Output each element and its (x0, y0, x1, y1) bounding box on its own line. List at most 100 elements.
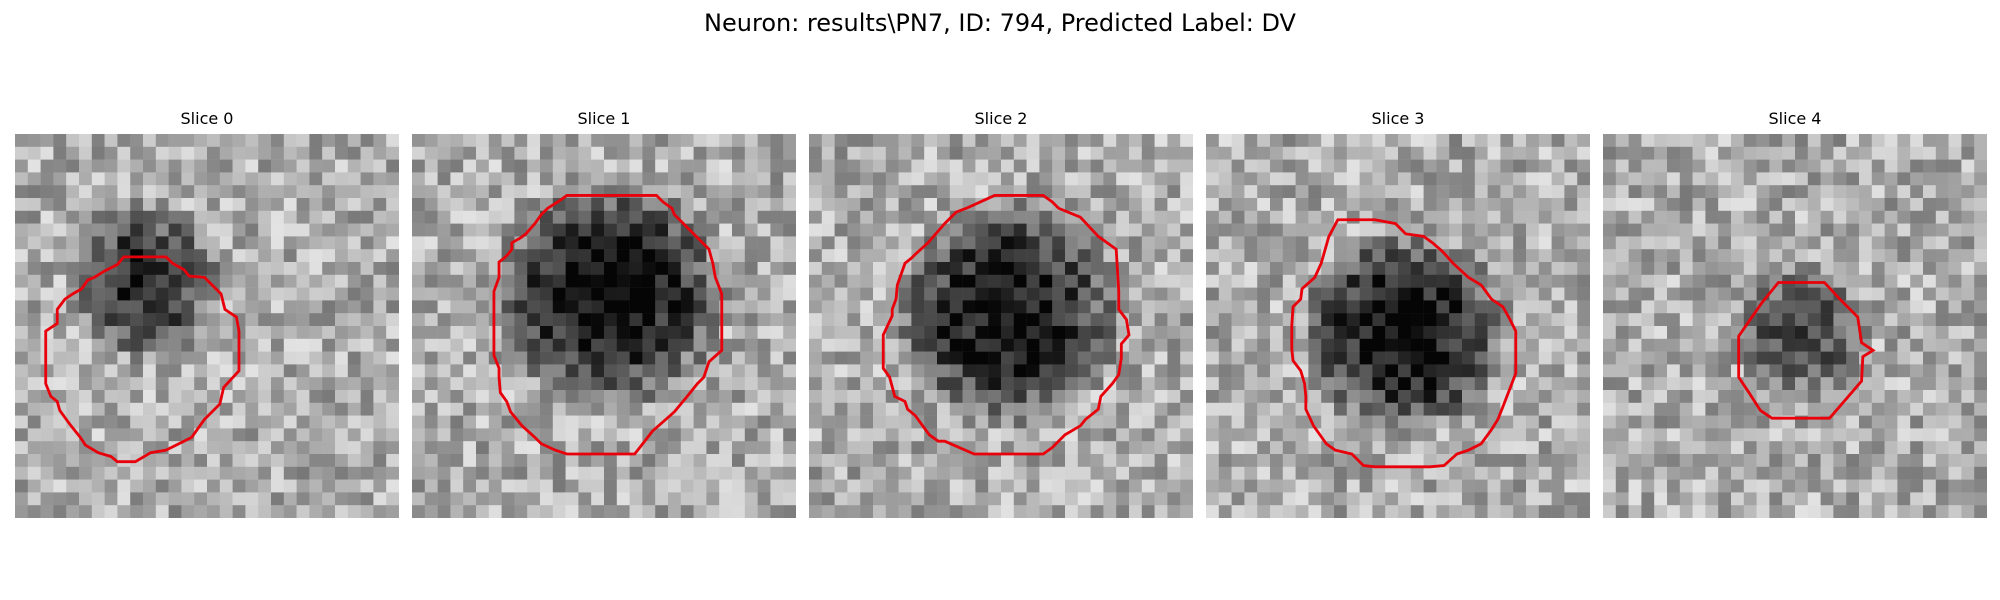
pixel (1897, 492, 1911, 506)
pixel (540, 351, 554, 365)
pixel (1065, 364, 1079, 378)
pixel (1718, 441, 1732, 455)
pixel (476, 134, 490, 148)
pixel (668, 249, 682, 263)
pixel (1923, 300, 1937, 314)
pixel (1859, 454, 1873, 468)
pixel (578, 338, 592, 352)
pixel (1218, 415, 1232, 429)
pixel (335, 338, 349, 352)
pixel (616, 441, 630, 455)
pixel (360, 415, 374, 429)
pixel (1603, 492, 1617, 506)
pixel (347, 300, 361, 314)
pixel (27, 185, 41, 199)
pixel (1026, 134, 1040, 148)
pixel (527, 287, 541, 301)
pixel (1423, 390, 1437, 404)
pixel (732, 364, 746, 378)
pixel (1359, 300, 1373, 314)
pixel (91, 326, 105, 340)
pixel (424, 505, 438, 518)
pixel (1372, 364, 1386, 378)
pixel (1846, 146, 1860, 160)
pixel (847, 146, 861, 160)
pixel (245, 249, 259, 263)
pixel (1321, 159, 1335, 173)
pixel (1705, 377, 1719, 391)
pixel (821, 351, 835, 365)
pixel (1718, 300, 1732, 314)
pixel (1628, 377, 1642, 391)
pixel (1551, 505, 1565, 518)
pixel (591, 466, 605, 480)
pixel (1538, 466, 1552, 480)
pixel (1090, 313, 1104, 327)
pixel (386, 313, 399, 327)
pixel (1346, 402, 1360, 416)
pixel (66, 210, 80, 224)
pixel (117, 300, 131, 314)
pixel (283, 159, 297, 173)
pixel (719, 159, 733, 173)
pixel (1731, 505, 1745, 518)
pixel (283, 441, 297, 455)
pixel (552, 364, 566, 378)
pixel (975, 249, 989, 263)
pixel (1551, 441, 1565, 455)
pixel (1385, 287, 1399, 301)
pixel (578, 492, 592, 506)
pixel (1334, 454, 1348, 468)
pixel (15, 262, 29, 276)
pixel (1603, 210, 1617, 224)
pixel (1321, 262, 1335, 276)
pixel (1487, 454, 1501, 468)
pixel (360, 159, 374, 173)
pixel (1641, 326, 1655, 340)
pixel (1065, 351, 1079, 365)
pixel (1218, 159, 1232, 173)
pixel (1577, 415, 1590, 429)
pixel (91, 402, 105, 416)
pixel (1564, 326, 1578, 340)
pixel (104, 287, 118, 301)
pixel (1500, 479, 1514, 493)
pixel (1679, 236, 1693, 250)
pixel (1090, 236, 1104, 250)
pixel (1129, 236, 1143, 250)
pixel (1564, 402, 1578, 416)
pixel (476, 390, 490, 404)
pixel (412, 159, 426, 173)
pixel (552, 134, 566, 148)
pixel (834, 146, 848, 160)
pixel (680, 300, 694, 314)
pixel (1321, 287, 1335, 301)
pixel (1731, 390, 1745, 404)
pixel (1756, 262, 1770, 276)
pixel (719, 262, 733, 276)
pixel (27, 172, 41, 186)
pixel (15, 210, 29, 224)
pixel (1615, 390, 1629, 404)
pixel (194, 134, 208, 148)
pixel (335, 313, 349, 327)
pixel (757, 262, 771, 276)
pixel (1782, 172, 1796, 186)
pixel (1654, 198, 1668, 212)
pixel (719, 198, 733, 212)
pixel (962, 223, 976, 237)
pixel (604, 441, 618, 455)
pixel (245, 505, 259, 518)
pixel (104, 159, 118, 173)
pixel (847, 415, 861, 429)
pixel (194, 198, 208, 212)
pixel (476, 236, 490, 250)
pixel (1667, 313, 1681, 327)
pixel (514, 428, 528, 442)
pixel (706, 223, 720, 237)
pixel (809, 210, 823, 224)
pixel (1218, 364, 1232, 378)
pixel (629, 134, 643, 148)
pixel (1270, 185, 1284, 199)
pixel (66, 441, 80, 455)
